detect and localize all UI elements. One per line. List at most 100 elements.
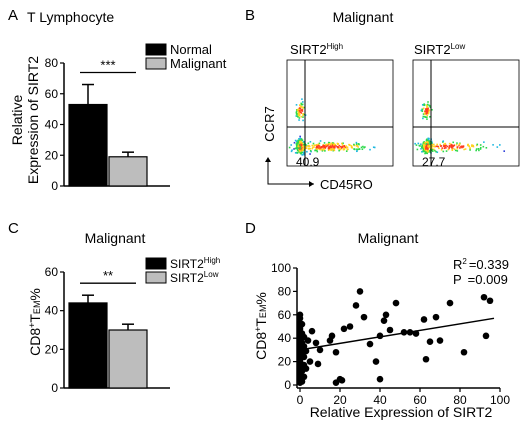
panel-b-event-dot <box>311 144 314 147</box>
panel-d-y-tick-label: 40 <box>278 331 292 345</box>
panel-a-ylabel-line2: Expression of SIRT2 <box>25 56 41 184</box>
panel-d-point <box>316 346 324 354</box>
panel-b-event-dot <box>300 102 303 105</box>
panel-b-event-dot <box>429 146 432 149</box>
panel-c-y-tick-label: 40 <box>45 304 59 318</box>
panel-b-event-dot <box>298 114 301 117</box>
panel-d-point <box>432 313 440 321</box>
panel-d-x-tick-label: 100 <box>490 393 510 407</box>
panel-b-event-dot <box>295 104 298 106</box>
panel-b-event-dot <box>301 144 303 146</box>
panel-b-event-dot <box>309 149 312 152</box>
panel-b-event-dot <box>467 144 469 147</box>
panel-b-event-dot <box>503 150 506 152</box>
panel-b-event-dot <box>299 106 302 108</box>
panel-d-point <box>346 323 354 330</box>
panel-b-event-dot <box>428 145 431 147</box>
panel-b-event-dot <box>437 145 439 148</box>
panel-d-y-tick-label: 0 <box>284 378 291 392</box>
panel-b-arrowheads <box>265 157 314 187</box>
panel-b-event-dot <box>302 112 305 115</box>
panel-b-event-dot <box>296 142 299 145</box>
panel-b-event-dot <box>429 150 432 152</box>
panel-letter-b: B <box>245 7 255 24</box>
panel-d-point <box>360 313 368 321</box>
panel-b-event-dot <box>318 147 320 149</box>
panel-d-point <box>380 317 388 324</box>
panel-d-point <box>296 311 304 319</box>
panel-d-point <box>356 288 364 295</box>
panel-b-event-dot <box>424 144 426 147</box>
panel-b-event-dot <box>316 150 319 153</box>
panel-b-event-dot <box>341 146 344 148</box>
panel-b-event-dot <box>426 114 429 117</box>
panel-a: T Lymphocyte Relative Expression of SIRT… <box>9 9 227 193</box>
panel-d-p: P =0.009 <box>453 272 508 287</box>
panel-c-legend-label: SIRT2High <box>170 256 220 271</box>
panel-b-event-dot <box>337 147 340 150</box>
panel-b-event-dot <box>424 108 427 111</box>
panel-d-point <box>460 348 468 356</box>
panel-b-event-dot <box>294 152 297 154</box>
panel-b-event-dot <box>337 143 340 145</box>
panel-b-event-dot <box>428 141 431 143</box>
panel-d-point <box>480 293 488 301</box>
panel-d-point <box>420 316 428 323</box>
panel-d-point <box>446 299 454 307</box>
panel-b-event-dot <box>356 150 358 152</box>
panel-b-event-dot <box>302 106 304 109</box>
panel-b-event-dot <box>341 144 344 146</box>
panel-b-event-dot <box>294 139 297 142</box>
panel-b-event-dot <box>421 108 423 111</box>
panel-letter-a: A <box>8 7 18 24</box>
panel-d-point <box>436 337 444 344</box>
panel-d-point <box>308 327 316 335</box>
panel-b-event-dot <box>425 143 428 145</box>
panel-b-event-dot <box>426 152 429 155</box>
panel-b-event-dot <box>445 144 447 147</box>
panel-b-event-dot <box>302 116 304 118</box>
panel-b-event-dot <box>499 144 501 146</box>
panel-b-event-dot <box>323 147 325 149</box>
panel-c-legend-swatch <box>145 257 167 270</box>
panel-b-event-dot <box>301 148 303 150</box>
panel-b-event-dot <box>301 101 304 103</box>
panel-b-event-dot <box>421 144 424 147</box>
panel-d-title: Malignant <box>358 230 419 246</box>
panel-d-point <box>422 355 430 363</box>
panel-a-bar <box>68 103 108 187</box>
panel-b-event-dot <box>324 150 326 152</box>
panel-b-event-dot <box>451 148 454 151</box>
panel-b-event-dot <box>425 138 428 141</box>
panel-b-event-dot <box>319 140 322 142</box>
panel-b-event-dot <box>305 147 308 149</box>
panel-b-event-dot <box>430 146 433 149</box>
panel-a-y-tick-label: 60 <box>45 87 59 101</box>
panel-b-event-dot <box>361 148 364 151</box>
panel-b-event-dot <box>426 139 429 141</box>
panel-b-event-dot <box>431 143 434 146</box>
panel-b-event-dot <box>444 145 446 148</box>
panel-b-event-dot <box>421 146 423 149</box>
panel-b-event-dot <box>300 115 303 118</box>
panel-b-event-dot <box>321 150 324 152</box>
panel-b-event-dot <box>427 112 430 115</box>
panel-b-event-dot <box>300 105 303 108</box>
panel-b-event-dot <box>330 149 332 152</box>
panel-b-event-dot <box>302 148 304 151</box>
panel-b-event-dot <box>349 144 351 146</box>
panel-b-event-dot <box>456 147 459 150</box>
panel-b-event-dot <box>442 140 445 142</box>
panel-c-significance-stars: ** <box>103 268 113 283</box>
panel-b-event-dot <box>426 104 428 106</box>
panel-b-event-dot <box>327 147 330 150</box>
panel-c-bar <box>68 302 108 389</box>
panel-b-event-dot <box>298 113 301 116</box>
panel-c-legend-swatch <box>145 271 167 284</box>
panel-b-event-dot <box>315 143 318 146</box>
panel-b-event-dot <box>354 148 356 151</box>
panel-d-point <box>376 375 384 383</box>
panel-b-event-dot <box>471 144 474 147</box>
